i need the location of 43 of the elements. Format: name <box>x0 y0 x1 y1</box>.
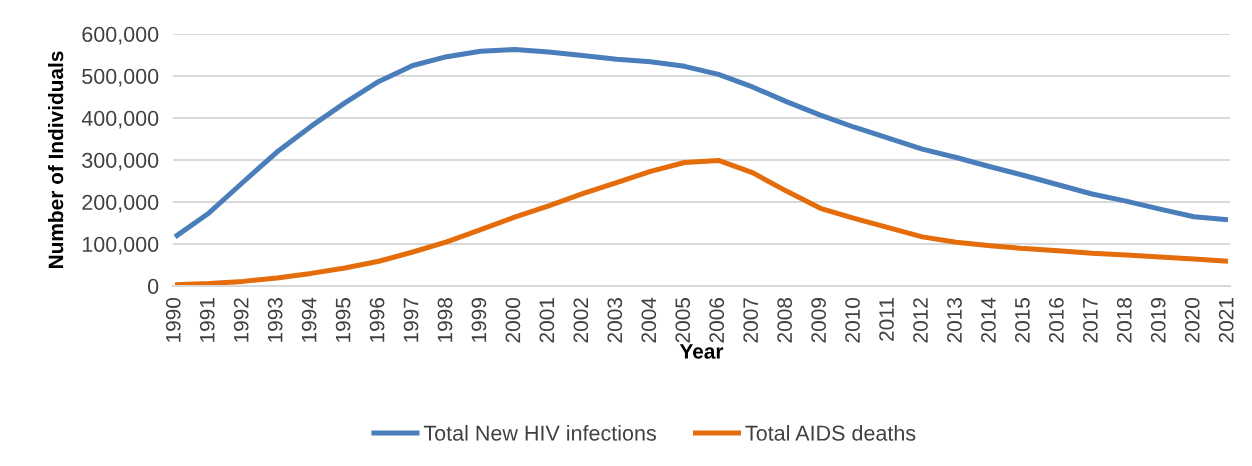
x-tick-label: 1995 <box>335 297 351 342</box>
x-tick-label: 1993 <box>267 298 283 342</box>
x-tick-label: 2008 <box>777 298 793 343</box>
x-tick-label: 1998 <box>437 298 453 342</box>
x-tick-label: 1996 <box>369 298 385 342</box>
x-tick-label: 2019 <box>1150 298 1166 343</box>
x-tick-label: 2015 <box>1015 297 1030 343</box>
x-tick-label: 2021 <box>1218 298 1234 343</box>
x-tick-label: 2017 <box>1082 298 1098 343</box>
y-axis-title: Number of Individuals <box>47 51 64 268</box>
x-axis-title: Year <box>679 344 724 359</box>
x-tick-label: 2006 <box>709 298 725 343</box>
y-tick-label: 500,000 <box>82 68 159 87</box>
x-tick-label: 1997 <box>403 298 419 342</box>
x-tick-label: 2016 <box>1048 298 1064 343</box>
x-tick-label: 2005 <box>675 297 691 343</box>
x-tick-label: 2020 <box>1184 297 1200 343</box>
legend-label: Total AIDS deaths <box>745 424 916 441</box>
x-tick-label: 2014 <box>981 297 996 343</box>
y-tick-label: 0 <box>147 278 159 295</box>
x-tick-label: 2013 <box>947 298 962 343</box>
x-tick-label: 1992 <box>233 298 249 342</box>
y-tick-label: 600,000 <box>82 26 159 45</box>
y-tick-label: 200,000 <box>82 194 159 213</box>
x-tick-label: 2012 <box>913 298 928 343</box>
y-tick-label: 400,000 <box>81 110 159 129</box>
x-tick-label: 2010 <box>845 297 860 343</box>
x-tick-label: 1991 <box>199 298 215 342</box>
x-tick-label: 2002 <box>573 298 589 343</box>
y-tick-label: 100,000 <box>82 236 159 255</box>
x-tick-label: 2001 <box>539 298 555 343</box>
x-tick-label: 1994 <box>301 297 317 342</box>
x-tick-label: 2003 <box>607 298 623 343</box>
legend-label: Total New HIV infections <box>423 424 656 441</box>
x-tick-label: 2011 <box>879 298 894 341</box>
y-tick-label: 300,000 <box>82 152 159 171</box>
x-tick-label: 1999 <box>471 298 487 342</box>
x-tick-label: 2018 <box>1116 298 1132 343</box>
x-tick-label: 1990 <box>165 297 181 342</box>
x-tick-label: 2000 <box>505 297 521 343</box>
x-tick-label: 2009 <box>811 298 826 343</box>
x-tick-label: 2007 <box>743 298 759 343</box>
x-tick-label: 2004 <box>641 297 657 343</box>
